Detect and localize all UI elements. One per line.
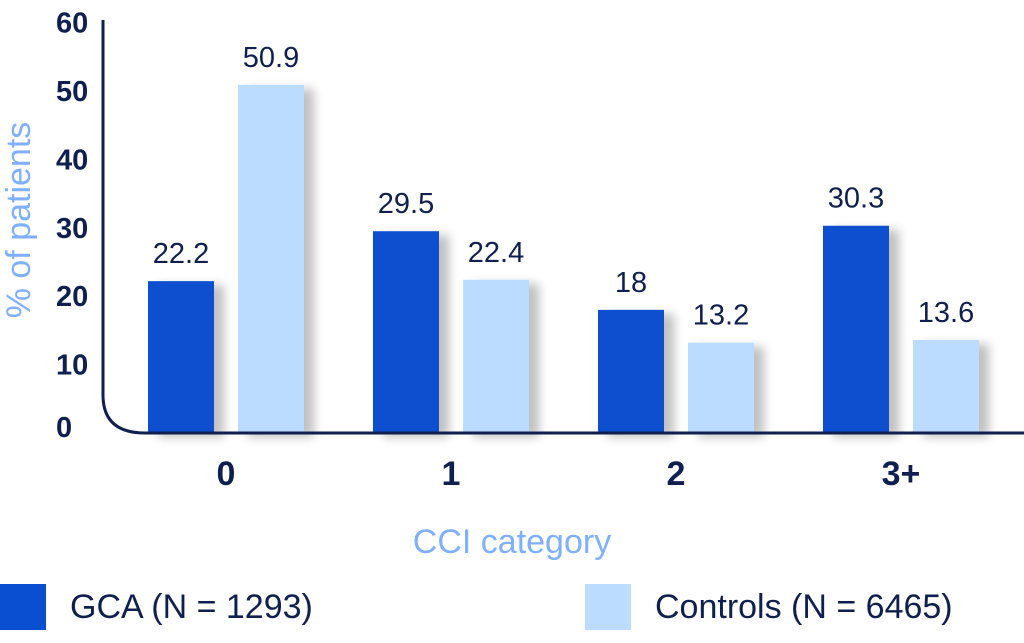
x-tick-label-3: 3+ (882, 455, 921, 493)
axis-line (101, 20, 1024, 435)
bar-gca-cci-1 (373, 231, 439, 433)
y-tick-label-40: 40 (56, 144, 88, 176)
bar-gca-cci-3 (823, 225, 889, 433)
data-label-controls-cci-1: 22.4 (468, 237, 524, 269)
y-tick-label-20: 20 (56, 281, 88, 313)
y-tick-label-50: 50 (56, 76, 88, 108)
bar-controls-cci-1 (463, 279, 529, 433)
y-tick-label-30: 30 (56, 213, 88, 245)
data-label-gca-cci-2: 18 (615, 267, 647, 299)
x-tick-label-1: 1 (442, 455, 461, 493)
legend-label-controls: Controls (N = 6465) (655, 587, 953, 626)
y-axis-title: % of patients (0, 122, 38, 319)
data-label-controls-cci-0: 50.9 (243, 42, 299, 74)
bar-gca-cci-0 (148, 281, 214, 433)
bar-controls-cci-3 (913, 339, 979, 433)
x-tick-label-0: 0 (217, 455, 236, 493)
bar-controls-cci-2 (688, 342, 754, 433)
y-tick-label-60: 60 (56, 8, 88, 40)
legend-item-controls: Controls (N = 6465) (585, 582, 953, 632)
x-tick-label-2: 2 (667, 455, 686, 493)
legend-swatch-gca (0, 584, 46, 630)
bar-gca-cci-2 (598, 309, 664, 433)
legend-label-gca: GCA (N = 1293) (70, 587, 313, 626)
data-label-gca-cci-3: 30.3 (828, 183, 884, 215)
x-axis-title: CCI category (413, 523, 611, 561)
legend-item-gca: GCA (N = 1293) (0, 582, 313, 632)
data-label-controls-cci-3: 13.6 (918, 297, 974, 329)
legend-swatch-controls (585, 584, 631, 630)
data-label-gca-cci-0: 22.2 (153, 238, 209, 270)
y-tick-label-0: 0 (56, 412, 72, 444)
data-label-gca-cci-1: 29.5 (378, 188, 434, 220)
bar-controls-cci-0 (238, 84, 304, 434)
y-tick-label-10: 10 (56, 350, 88, 382)
data-label-controls-cci-2: 13.2 (693, 300, 749, 332)
